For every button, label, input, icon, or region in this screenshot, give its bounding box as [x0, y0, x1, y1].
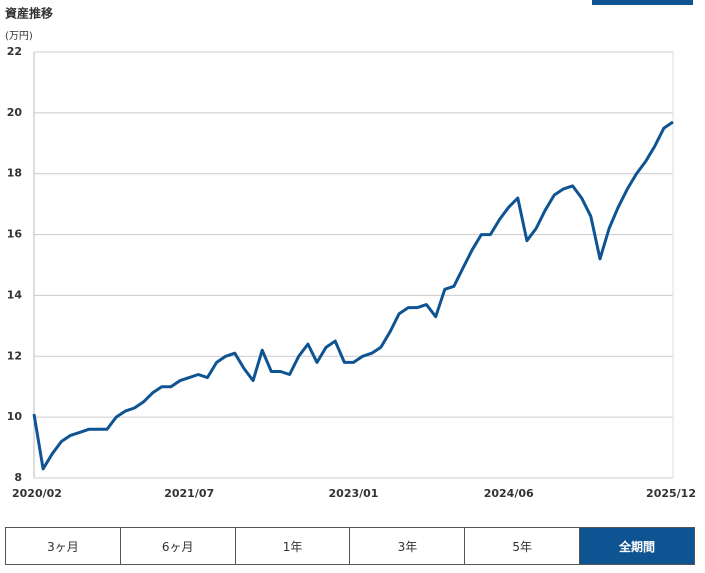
period-button[interactable]: 5年 — [465, 528, 581, 564]
x-tick-label: 2020/02 — [12, 487, 62, 500]
y-tick-label: 20 — [7, 106, 23, 119]
period-button[interactable]: 3年 — [350, 528, 466, 564]
line — [32, 120, 674, 471]
y-tick-label: 18 — [7, 167, 22, 180]
y-tick-label: 12 — [7, 349, 22, 362]
y-tick-label: 10 — [7, 410, 23, 423]
x-tick-label: 2023/01 — [329, 487, 379, 500]
y-tick-label: 14 — [7, 288, 23, 301]
period-button[interactable]: 全期間 — [580, 528, 694, 564]
y-tick-label: 8 — [14, 471, 22, 484]
chart-title: 資産推移 — [5, 6, 53, 21]
y-tick-label: 16 — [7, 228, 23, 241]
period-button[interactable]: 1年 — [236, 528, 351, 564]
x-tick-label: 2021/07 — [164, 487, 214, 500]
period-buttons: 3ヶ月 6ヶ月 1年 3年 5年 全期間 — [5, 527, 695, 565]
period-button[interactable]: 3ヶ月 — [6, 528, 121, 564]
y-tick-label: 22 — [7, 45, 22, 58]
x-tick-label: 2025/12 — [646, 487, 696, 500]
header-bar — [592, 0, 693, 5]
y-axis-label: (万円) — [5, 31, 33, 42]
period-button[interactable]: 6ヶ月 — [121, 528, 236, 564]
chart: 資産推移 (万円) 8 10 12 14 16 18 20 22 2020/02 2021/07 2… — [5, 0, 696, 500]
x-tick-label: 2024/06 — [484, 487, 534, 500]
